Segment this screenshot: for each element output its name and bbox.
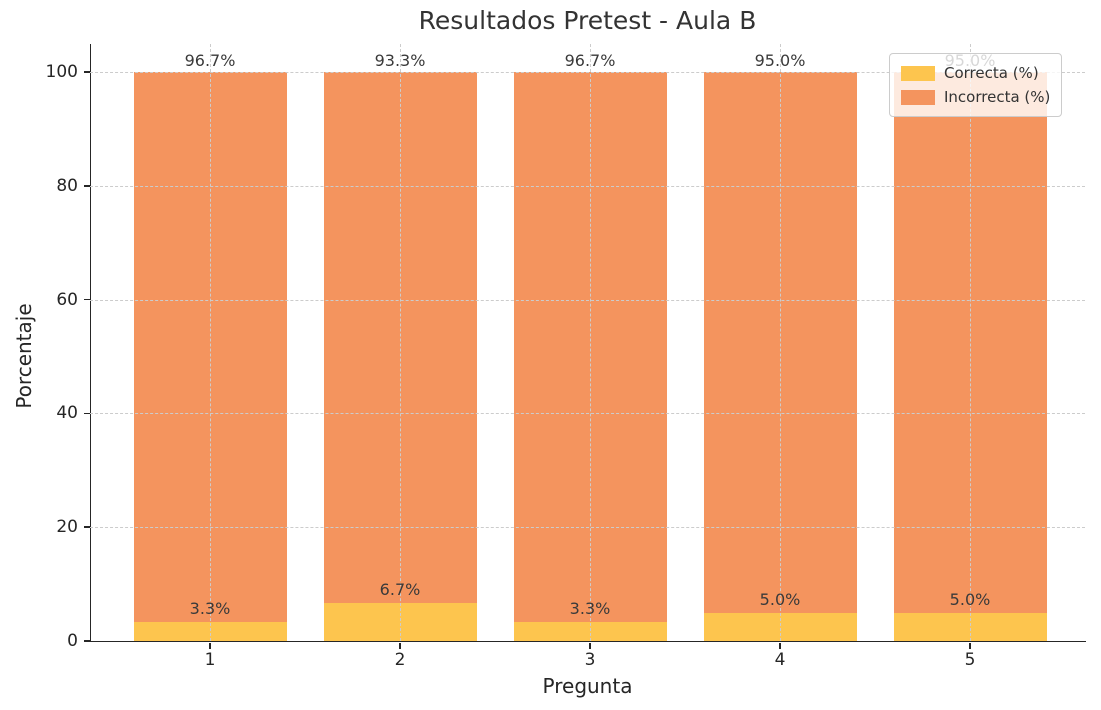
bar-label-correcta-2: 6.7%: [379, 579, 421, 599]
legend: Correcta (%) Incorrecta (%): [889, 53, 1063, 117]
bar-label-incorrecta-3: 96.7%: [564, 51, 616, 70]
bar-label-incorrecta-4: 95.0%: [754, 51, 806, 70]
legend-label: Correcta (%): [944, 64, 1039, 82]
y-tick-label-100: 100: [45, 62, 78, 82]
bar-label-correcta-5: 5.0%: [949, 589, 991, 609]
legend-swatch-icon: [901, 65, 935, 81]
gridline-x-1: [210, 44, 211, 641]
gridline-y-60: [90, 299, 1085, 301]
x-tick-label-1: 1: [204, 650, 216, 670]
y-axis-label: Porcentaje: [12, 303, 36, 409]
gridline-x-5: [970, 44, 971, 641]
y-tick-mark-20: [84, 526, 90, 528]
y-tick-mark-60: [84, 298, 90, 301]
x-tick-mark-3: [589, 642, 591, 649]
gridline-y-40: [90, 413, 1085, 415]
y-tick-mark-100: [84, 71, 90, 73]
bar-label-incorrecta-1: 96.7%: [184, 51, 236, 70]
bar-label-correcta-4: 5.0%: [759, 589, 801, 609]
x-tick-label-2: 2: [394, 650, 406, 670]
bar-label-incorrecta-2: 93.3%: [374, 51, 426, 70]
y-tick-label-40: 40: [56, 403, 78, 424]
bar-label-correcta-1: 3.3%: [189, 599, 231, 619]
y-tick-label-0: 0: [67, 631, 78, 651]
y-tick-mark-0: [84, 640, 90, 642]
y-tick-label-60: 60: [56, 289, 78, 310]
bar-label-correcta-3: 3.3%: [569, 599, 611, 619]
gridline-y-20: [90, 527, 1085, 529]
legend-item-incorrecta: Incorrecta (%): [901, 85, 1050, 109]
x-tick-label-3: 3: [584, 650, 596, 670]
legend-label: Incorrecta (%): [944, 88, 1051, 106]
x-tick-label-5: 5: [964, 650, 976, 670]
x-tick-mark-1: [209, 642, 211, 649]
gridline-x-4: [780, 44, 781, 641]
x-axis-label: Pregunta: [542, 674, 633, 698]
y-tick-label-80: 80: [56, 175, 78, 196]
gridline-x-2: [400, 44, 401, 641]
gridline-y-80: [90, 185, 1085, 187]
legend-item-correcta: Correcta (%): [901, 61, 1050, 85]
x-tick-label-4: 4: [774, 650, 786, 670]
legend-swatch-icon: [901, 89, 935, 105]
chart-title: Resultados Pretest - Aula B: [418, 6, 757, 35]
x-tick-mark-5: [969, 642, 971, 649]
y-tick-mark-40: [84, 412, 90, 415]
y-tick-label-20: 20: [56, 517, 78, 538]
gridline-y-100: [90, 72, 1085, 73]
x-tick-mark-4: [779, 642, 781, 649]
y-tick-mark-80: [84, 185, 90, 187]
axes-frame: [90, 44, 1086, 642]
gridline-x-3: [590, 44, 591, 641]
x-tick-mark-2: [399, 642, 401, 649]
